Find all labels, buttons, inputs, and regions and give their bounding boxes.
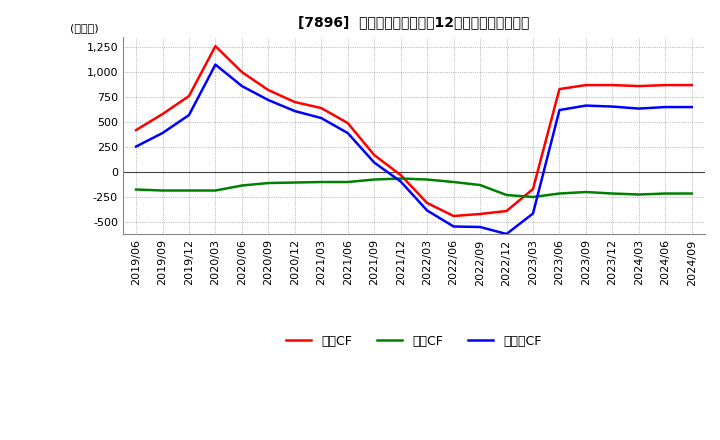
- 投資CF: [370, 177, 379, 182]
- フリーCF: [661, 104, 670, 110]
- フリーCF: [132, 144, 140, 149]
- フリーCF: [264, 97, 273, 103]
- 営業CF: [555, 86, 564, 92]
- フリーCF: [634, 106, 643, 111]
- フリーCF: [238, 84, 246, 89]
- 営業CF: [476, 211, 485, 216]
- 投資CF: [396, 176, 405, 181]
- 投資CF: [184, 188, 193, 193]
- 投資CF: [238, 183, 246, 188]
- 投資CF: [555, 191, 564, 196]
- Line: 営業CF: 営業CF: [136, 46, 692, 216]
- 営業CF: [343, 121, 352, 126]
- フリーCF: [343, 130, 352, 136]
- フリーCF: [582, 103, 590, 108]
- 営業CF: [264, 88, 273, 93]
- 投資CF: [476, 183, 485, 188]
- 投資CF: [132, 187, 140, 192]
- 投資CF: [634, 192, 643, 197]
- フリーCF: [423, 208, 431, 213]
- Legend: 営業CF, 投資CF, フリーCF: 営業CF, 投資CF, フリーCF: [282, 330, 546, 352]
- 投資CF: [582, 189, 590, 194]
- フリーCF: [317, 115, 325, 121]
- フリーCF: [211, 62, 220, 67]
- フリーCF: [503, 231, 511, 237]
- 投資CF: [423, 177, 431, 182]
- 営業CF: [184, 93, 193, 99]
- フリーCF: [476, 224, 485, 230]
- 投資CF: [661, 191, 670, 196]
- フリーCF: [608, 104, 617, 109]
- 営業CF: [238, 70, 246, 75]
- フリーCF: [528, 211, 537, 216]
- 営業CF: [423, 200, 431, 205]
- Line: 投資CF: 投資CF: [136, 179, 692, 197]
- 営業CF: [132, 128, 140, 133]
- 営業CF: [396, 172, 405, 178]
- 投資CF: [688, 191, 696, 196]
- フリーCF: [290, 108, 299, 114]
- 営業CF: [528, 187, 537, 192]
- 営業CF: [449, 213, 458, 219]
- 投資CF: [343, 180, 352, 185]
- 営業CF: [582, 82, 590, 88]
- 投資CF: [449, 180, 458, 185]
- フリーCF: [370, 160, 379, 165]
- 営業CF: [290, 99, 299, 105]
- フリーCF: [555, 107, 564, 113]
- 営業CF: [317, 106, 325, 111]
- 営業CF: [503, 209, 511, 214]
- 投資CF: [608, 191, 617, 196]
- 営業CF: [608, 82, 617, 88]
- 営業CF: [634, 84, 643, 89]
- 投資CF: [290, 180, 299, 185]
- フリーCF: [158, 130, 167, 136]
- 投資CF: [211, 188, 220, 193]
- 営業CF: [158, 111, 167, 117]
- 投資CF: [503, 192, 511, 198]
- フリーCF: [449, 224, 458, 229]
- 営業CF: [688, 82, 696, 88]
- 営業CF: [370, 152, 379, 158]
- Title: [7896]  キャッシュフローの12か月移動合計の推移: [7896] キャッシュフローの12か月移動合計の推移: [298, 15, 530, 29]
- 投資CF: [264, 180, 273, 186]
- 投資CF: [528, 194, 537, 200]
- フリーCF: [688, 104, 696, 110]
- 営業CF: [211, 44, 220, 49]
- フリーCF: [184, 113, 193, 118]
- Text: (百万円): (百万円): [71, 23, 99, 33]
- 営業CF: [661, 82, 670, 88]
- フリーCF: [396, 179, 405, 184]
- Line: フリーCF: フリーCF: [136, 65, 692, 234]
- 投資CF: [317, 180, 325, 185]
- 投資CF: [158, 188, 167, 193]
